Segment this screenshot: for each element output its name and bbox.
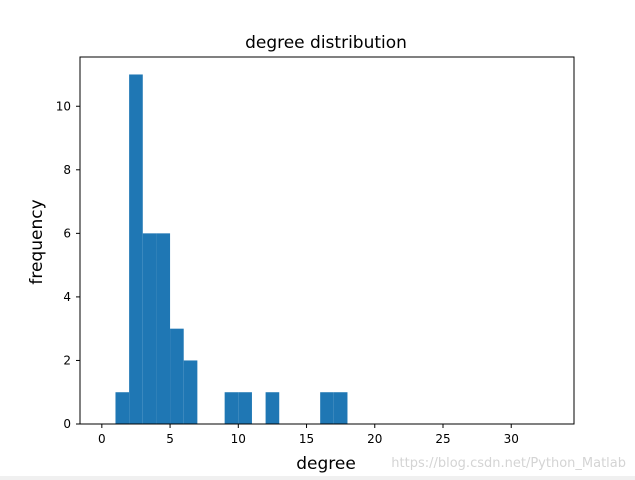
x-axis-ticks: 0 5 10 15 20 25 30 [98,424,519,446]
histogram-bar [320,392,334,424]
chart-title: degree distribution [245,33,407,53]
y-tick-label: 4 [63,290,71,304]
y-tick-label: 8 [63,163,71,177]
x-tick-label: 0 [98,432,106,446]
x-axis-label: degree [296,454,356,474]
x-tick-label: 30 [504,432,519,446]
plot-frame [79,56,575,425]
histogram-bar [170,328,184,424]
histogram-bar [129,74,143,424]
histogram-bar [115,392,130,424]
histogram-bar [265,392,280,424]
x-tick-label: 25 [435,432,450,446]
x-tick-label: 5 [166,432,174,446]
x-tick-label: 10 [231,432,246,446]
watermark-text: https://blog.csdn.net/Python_Matlab [391,456,626,471]
histogram-bar [238,392,252,424]
bars-layer [115,74,348,424]
histogram-bar [183,360,198,424]
y-tick-label: 6 [63,226,71,240]
y-axis-label: frequency [27,199,47,284]
histogram-bar [156,233,171,424]
y-tick-label: 10 [56,99,71,113]
y-tick-label: 2 [63,353,71,367]
bottom-strip [0,476,635,480]
histogram-bar [142,233,157,424]
histogram-bar [333,392,348,424]
histogram-bar [224,392,239,424]
x-tick-label: 20 [367,432,382,446]
y-tick-label: 0 [63,417,71,431]
x-tick-label: 15 [299,432,314,446]
y-axis-ticks: 0 2 4 6 8 10 [56,99,80,431]
